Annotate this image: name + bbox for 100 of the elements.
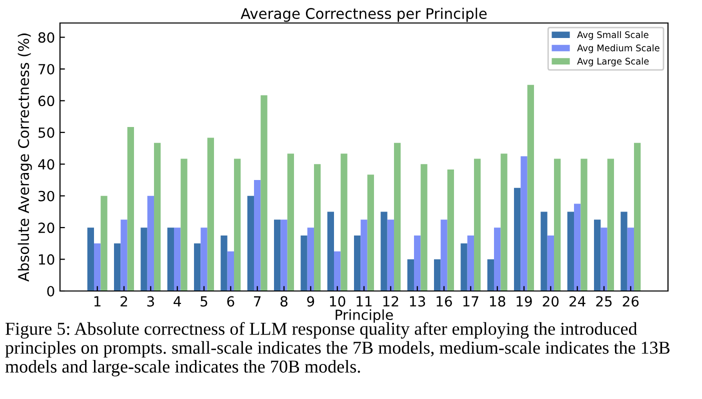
bar bbox=[460, 243, 468, 291]
y-tick-label: 0 bbox=[47, 286, 54, 296]
bar bbox=[280, 220, 288, 291]
bar bbox=[334, 251, 341, 291]
bar bbox=[407, 259, 414, 291]
y-axis-title: Absolute Average Correctness (%) bbox=[18, 34, 32, 282]
bar bbox=[140, 228, 148, 291]
bar bbox=[520, 156, 528, 291]
bar bbox=[100, 196, 108, 291]
bar bbox=[527, 84, 534, 291]
bar bbox=[380, 212, 388, 291]
bar bbox=[300, 235, 308, 291]
x-tick-label: 10 bbox=[330, 296, 346, 307]
bar bbox=[340, 154, 348, 291]
y-tick-label: 10 bbox=[38, 254, 54, 265]
legend-label: Avg Large Scale bbox=[577, 58, 649, 66]
bar bbox=[94, 243, 101, 291]
y-tick-label: 30 bbox=[38, 190, 54, 202]
bar bbox=[167, 228, 174, 291]
bar bbox=[234, 158, 241, 291]
x-tick-label: 5 bbox=[200, 296, 208, 307]
bar bbox=[514, 188, 521, 291]
x-tick-label: 12 bbox=[383, 296, 398, 306]
y-tick-label: 70 bbox=[38, 64, 54, 74]
y-tick-label: 60 bbox=[38, 96, 54, 106]
x-tick-label: 24 bbox=[570, 296, 586, 306]
bar bbox=[607, 158, 614, 291]
x-tick-label: 4 bbox=[174, 296, 181, 306]
bar bbox=[327, 212, 334, 291]
bar bbox=[114, 243, 121, 291]
bar bbox=[194, 243, 201, 291]
bar bbox=[174, 228, 181, 291]
x-tick-label: 16 bbox=[436, 296, 452, 307]
bar bbox=[260, 95, 268, 291]
bar bbox=[474, 158, 481, 291]
bar bbox=[254, 180, 261, 291]
bar bbox=[307, 228, 314, 291]
bar bbox=[314, 164, 321, 291]
y-tick-label: 80 bbox=[38, 32, 54, 43]
bar bbox=[127, 127, 134, 291]
bar bbox=[594, 220, 601, 291]
x-axis-title: Principle bbox=[336, 309, 393, 323]
bar bbox=[180, 158, 188, 291]
y-tick-label: 50 bbox=[38, 127, 54, 138]
x-tick-label: 3 bbox=[147, 296, 154, 307]
bar bbox=[627, 228, 634, 291]
bar bbox=[420, 164, 428, 291]
bar bbox=[574, 204, 581, 291]
x-tick-label: 25 bbox=[596, 296, 612, 307]
bar bbox=[447, 170, 454, 291]
x-tick-label: 11 bbox=[356, 296, 372, 306]
x-tick-label: 17 bbox=[463, 296, 478, 306]
bar bbox=[554, 158, 561, 291]
bar bbox=[227, 251, 234, 291]
bar bbox=[207, 138, 214, 291]
x-tick-label: 2 bbox=[120, 296, 128, 306]
bar bbox=[600, 228, 608, 291]
bar bbox=[220, 235, 228, 291]
x-tick-label: 19 bbox=[516, 296, 532, 307]
bar bbox=[200, 228, 208, 291]
legend-label: Avg Small Scale bbox=[577, 31, 648, 40]
x-tick-label: 26 bbox=[622, 296, 639, 307]
bar bbox=[494, 228, 501, 291]
bar bbox=[147, 196, 154, 291]
bar bbox=[500, 154, 508, 291]
bar bbox=[354, 235, 361, 291]
bar bbox=[394, 142, 401, 291]
bar bbox=[547, 235, 554, 291]
bar bbox=[387, 220, 394, 291]
x-tick-label: 6 bbox=[227, 296, 234, 307]
caption: Figure 5: Absolute correctness of LLM response quality after employing the introduced principles on prompts. small-scale indicates the 7B models, medium-scale indicates the 13B models and large-scale indicates the 70B models. bbox=[5, 322, 670, 376]
y-tick-label: 20 bbox=[38, 222, 54, 234]
x-tick-label: 20 bbox=[542, 296, 559, 307]
bar bbox=[247, 196, 254, 291]
x-tick-label: 1 bbox=[94, 296, 100, 306]
bar bbox=[120, 220, 128, 291]
bar bbox=[434, 259, 441, 291]
bar bbox=[487, 259, 494, 291]
bar bbox=[87, 228, 94, 291]
bar bbox=[567, 212, 574, 291]
x-tick-label: 9 bbox=[307, 296, 314, 307]
legend-label: Avg Medium Scale bbox=[577, 44, 660, 54]
bar bbox=[154, 142, 161, 291]
bar bbox=[580, 158, 588, 291]
bar bbox=[620, 212, 628, 291]
bar bbox=[360, 220, 368, 291]
bar bbox=[540, 212, 548, 291]
bar bbox=[367, 174, 374, 291]
bar bbox=[274, 220, 281, 291]
bar bbox=[634, 142, 641, 291]
bar bbox=[467, 235, 474, 291]
x-tick-label: 18 bbox=[490, 296, 506, 307]
y-tick-label: 40 bbox=[38, 159, 54, 170]
x-tick-label: 13 bbox=[410, 296, 426, 307]
bar bbox=[287, 154, 294, 291]
x-tick-label: 7 bbox=[254, 296, 261, 306]
chart-title: Average Correctness per Principle bbox=[240, 8, 487, 22]
bar bbox=[414, 235, 421, 291]
x-tick-label: 8 bbox=[280, 296, 288, 307]
bar bbox=[440, 220, 448, 291]
